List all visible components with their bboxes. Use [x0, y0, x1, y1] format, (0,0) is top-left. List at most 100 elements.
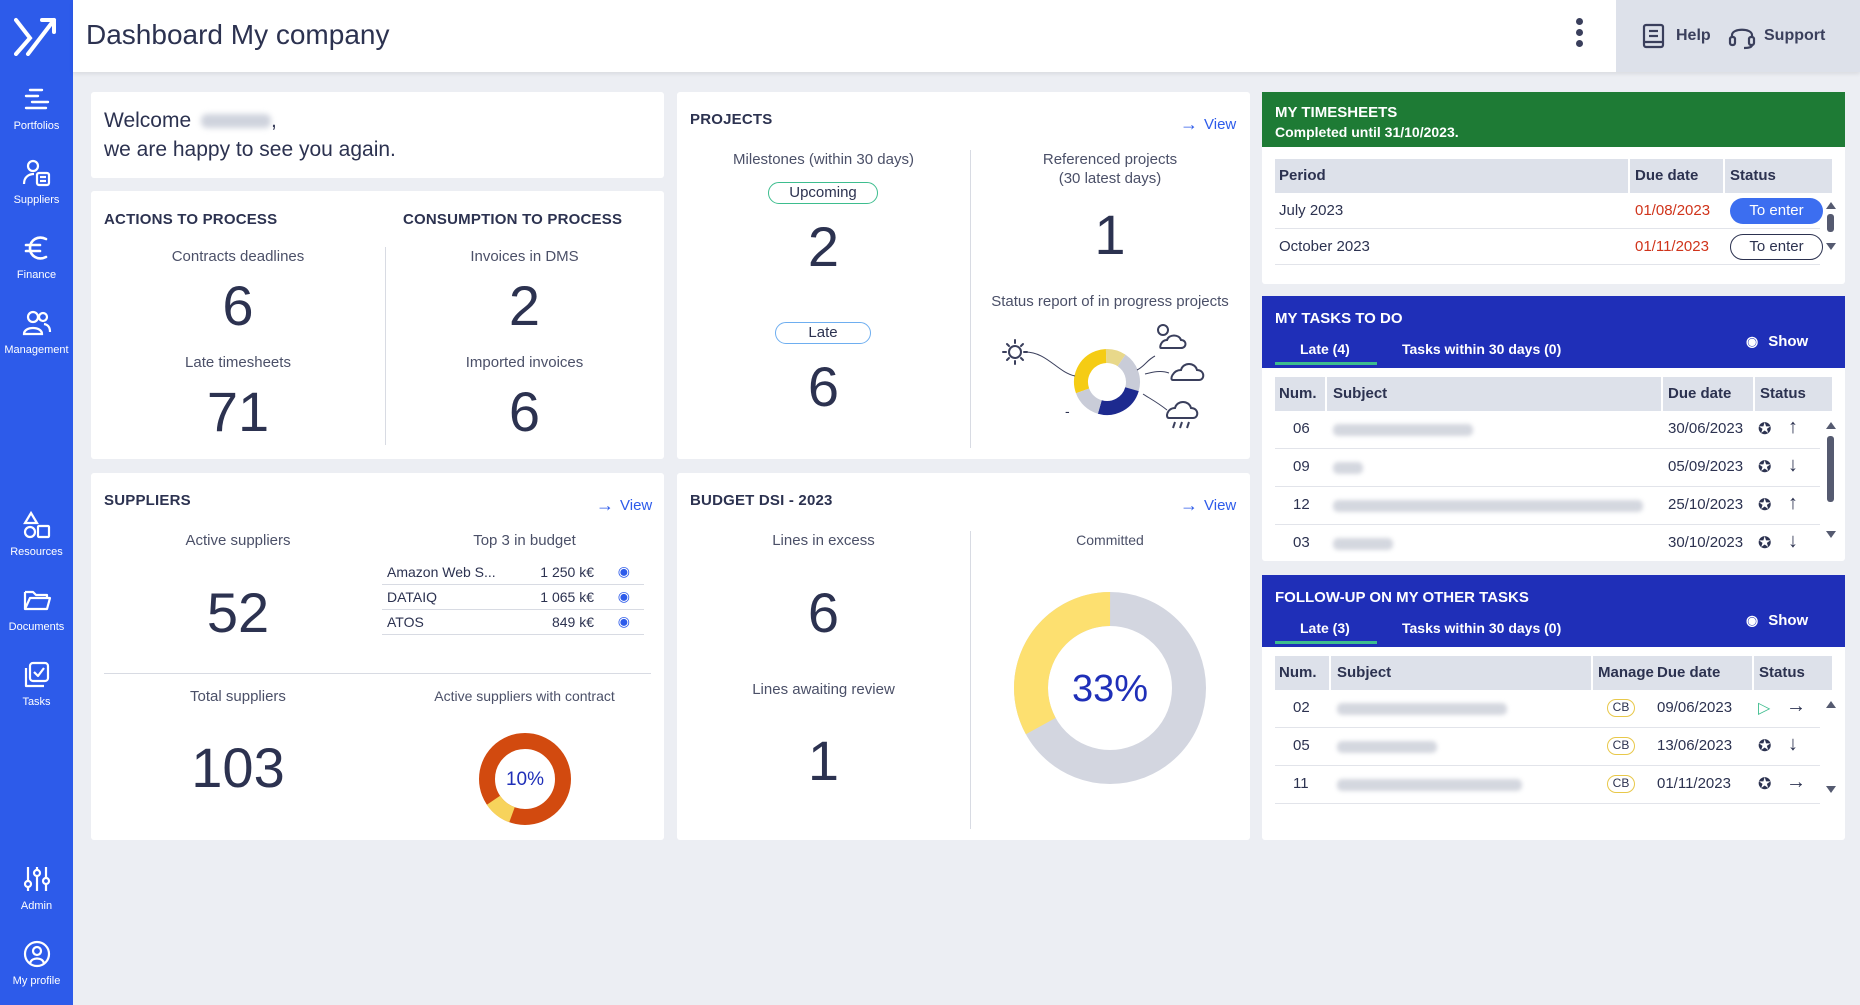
sidebar-item-admin[interactable]: Admin — [0, 864, 73, 912]
lines-review-value[interactable]: 1 — [807, 729, 840, 792]
referenced-projects-sublabel: (30 latest days) — [1058, 170, 1162, 187]
table-row[interactable]: 11 CB 01/11/2023 ✪ → — [1275, 766, 1820, 804]
help-button[interactable]: Help — [1640, 22, 1711, 50]
table-row[interactable]: 12 25/10/2023 ✪ ↑ — [1275, 487, 1820, 525]
referenced-projects-value[interactable]: 1 — [1094, 203, 1126, 266]
contracts-deadlines-value[interactable]: 6 — [222, 274, 254, 337]
budget-view-link[interactable]: → View — [1180, 495, 1236, 516]
status-report-label: Status report of in progress projects — [991, 293, 1229, 310]
welcome-card: Welcome , we are happy to see you again. — [91, 92, 664, 178]
show-button[interactable]: ◉ Show — [1746, 333, 1808, 350]
sidebar-item-finance[interactable]: Finance — [0, 233, 73, 281]
milestones-label: Milestones (within 30 days) — [733, 151, 914, 168]
suppliers-icon — [22, 159, 50, 187]
table-row[interactable]: July 2023 01/08/2023 To enter — [1275, 193, 1823, 229]
support-button[interactable]: Support — [1728, 22, 1825, 50]
lines-excess-label: Lines in excess — [772, 532, 875, 549]
timesheets-scrollbar[interactable] — [1826, 202, 1836, 250]
eye-icon[interactable]: ◉ — [617, 563, 630, 579]
status-report-chart[interactable]: - — [997, 320, 1237, 440]
budget-card: BUDGET DSI - 2023 → View Lines in excess… — [677, 473, 1250, 840]
due-date: 01/11/2023 — [1635, 238, 1709, 255]
projects-view-link[interactable]: → View — [1180, 114, 1236, 135]
tab-late[interactable]: Late (4) — [1300, 341, 1350, 357]
to-enter-button[interactable]: To enter — [1730, 198, 1823, 224]
top3-row: Amazon Web S... 1 250 k€ ◉ — [382, 560, 644, 585]
top3-row: ATOS 849 k€ ◉ — [382, 610, 644, 635]
imported-invoices-value[interactable]: 6 — [508, 380, 541, 443]
status-star-icon: ✪ — [1758, 459, 1772, 476]
projects-title: PROJECTS — [690, 111, 773, 128]
lines-excess-value[interactable]: 6 — [807, 581, 840, 644]
supplier-amount: 1 250 k€ — [540, 564, 594, 580]
followup-table-header: Num. Subject Manage Due date Status — [1275, 656, 1832, 690]
supplier-name: Amazon Web S... — [387, 564, 496, 580]
trend-arrow-icon: ↓ — [1788, 530, 1798, 552]
sidebar-item-documents[interactable]: Documents — [0, 585, 73, 633]
with-contract-label: Active suppliers with contract — [434, 688, 615, 704]
folder-icon — [23, 590, 51, 611]
late-timesheets-value[interactable]: 71 — [206, 380, 270, 443]
table-row[interactable]: 03 30/10/2023 ✪ ↓ — [1275, 525, 1820, 554]
task-due: 30/10/2023 — [1668, 534, 1744, 551]
active-suppliers-value[interactable]: 52 — [206, 581, 270, 644]
col-due-date: Due date — [1635, 167, 1699, 184]
sidebar-item-portfolios[interactable]: Portfolios — [0, 84, 73, 132]
tab-within-30-days[interactable]: Tasks within 30 days (0) — [1402, 620, 1562, 636]
followup-panel: FOLLOW-UP ON MY OTHER TASKS Late (3) Tas… — [1262, 575, 1845, 840]
task-due: 30/06/2023 — [1668, 420, 1744, 437]
welcome-line-1: Welcome , — [104, 109, 277, 133]
table-row[interactable]: 09 05/09/2023 ✪ ↓ — [1275, 449, 1820, 487]
with-contract-donut[interactable]: 10% — [469, 723, 581, 835]
sidebar-item-suppliers[interactable]: Suppliers — [0, 158, 73, 206]
committed-donut[interactable]: 33% — [1005, 583, 1215, 793]
more-options-icon[interactable] — [1574, 18, 1584, 54]
table-row[interactable]: 06 30/06/2023 ✪ ↑ — [1275, 411, 1820, 449]
tasks-panel: MY TASKS TO DO Late (4) Tasks within 30 … — [1262, 296, 1845, 561]
timesheets-subtitle: Completed until 31/10/2023. — [1275, 124, 1459, 140]
followup-scrollbar[interactable] — [1826, 701, 1836, 793]
sidebar-item-label: Resources — [10, 546, 63, 558]
sidebar-item-my-profile[interactable]: My profile — [0, 939, 73, 987]
arrow-right-icon: → — [1180, 495, 1198, 515]
table-row[interactable]: October 2023 01/11/2023 To enter — [1275, 229, 1823, 265]
contracts-deadlines-label: Contracts deadlines — [171, 248, 305, 265]
blurred-username — [200, 114, 271, 129]
total-suppliers-value[interactable]: 103 — [191, 736, 285, 799]
eye-icon: ◉ — [1746, 333, 1759, 349]
sidebar-item-tasks[interactable]: Tasks — [0, 660, 73, 708]
suppliers-view-link[interactable]: → View — [596, 495, 652, 516]
sidebar-item-resources[interactable]: Resources — [0, 510, 73, 558]
to-enter-button[interactable]: To enter — [1730, 234, 1823, 260]
tasks-header: MY TASKS TO DO Late (4) Tasks within 30 … — [1262, 296, 1845, 368]
late-value[interactable]: 6 — [807, 355, 840, 418]
col-period: Period — [1279, 167, 1326, 184]
committed-label: Committed — [1076, 532, 1144, 548]
timesheets-title: MY TIMESHEETS — [1275, 104, 1398, 121]
tab-late[interactable]: Late (3) — [1300, 620, 1350, 636]
eye-icon: ◉ — [1746, 612, 1759, 628]
show-button[interactable]: ◉ Show — [1746, 612, 1808, 629]
sidebar-item-management[interactable]: Management — [0, 308, 73, 356]
table-row[interactable]: 02 CB 09/06/2023 ▷ → — [1275, 690, 1820, 728]
eye-icon[interactable]: ◉ — [617, 588, 630, 604]
actions-card: ACTIONS TO PROCESS CONSUMPTION TO PROCES… — [91, 191, 664, 459]
projects-card: PROJECTS → View Milestones (within 30 da… — [677, 92, 1250, 459]
tab-indicator — [1275, 641, 1377, 644]
view-label: View — [620, 497, 653, 514]
shapes-icon — [22, 510, 50, 539]
sidebar-item-label: Management — [4, 344, 69, 356]
period: October 2023 — [1279, 238, 1370, 255]
tasks-scrollbar[interactable] — [1826, 422, 1836, 538]
actions-title: ACTIONS TO PROCESS — [104, 211, 278, 228]
user-circle-icon — [23, 940, 50, 968]
upcoming-value[interactable]: 2 — [807, 215, 840, 278]
eye-icon[interactable]: ◉ — [617, 613, 630, 629]
trend-arrow-icon: → — [1786, 695, 1806, 717]
invoices-dms-value[interactable]: 2 — [508, 274, 541, 337]
tab-within-30-days[interactable]: Tasks within 30 days (0) — [1402, 341, 1562, 357]
table-row[interactable]: 05 CB 13/06/2023 ✪ ↓ — [1275, 728, 1820, 766]
headset-icon — [1728, 28, 1756, 50]
app-logo[interactable] — [14, 16, 58, 56]
task-due: 01/11/2023 — [1657, 775, 1731, 792]
